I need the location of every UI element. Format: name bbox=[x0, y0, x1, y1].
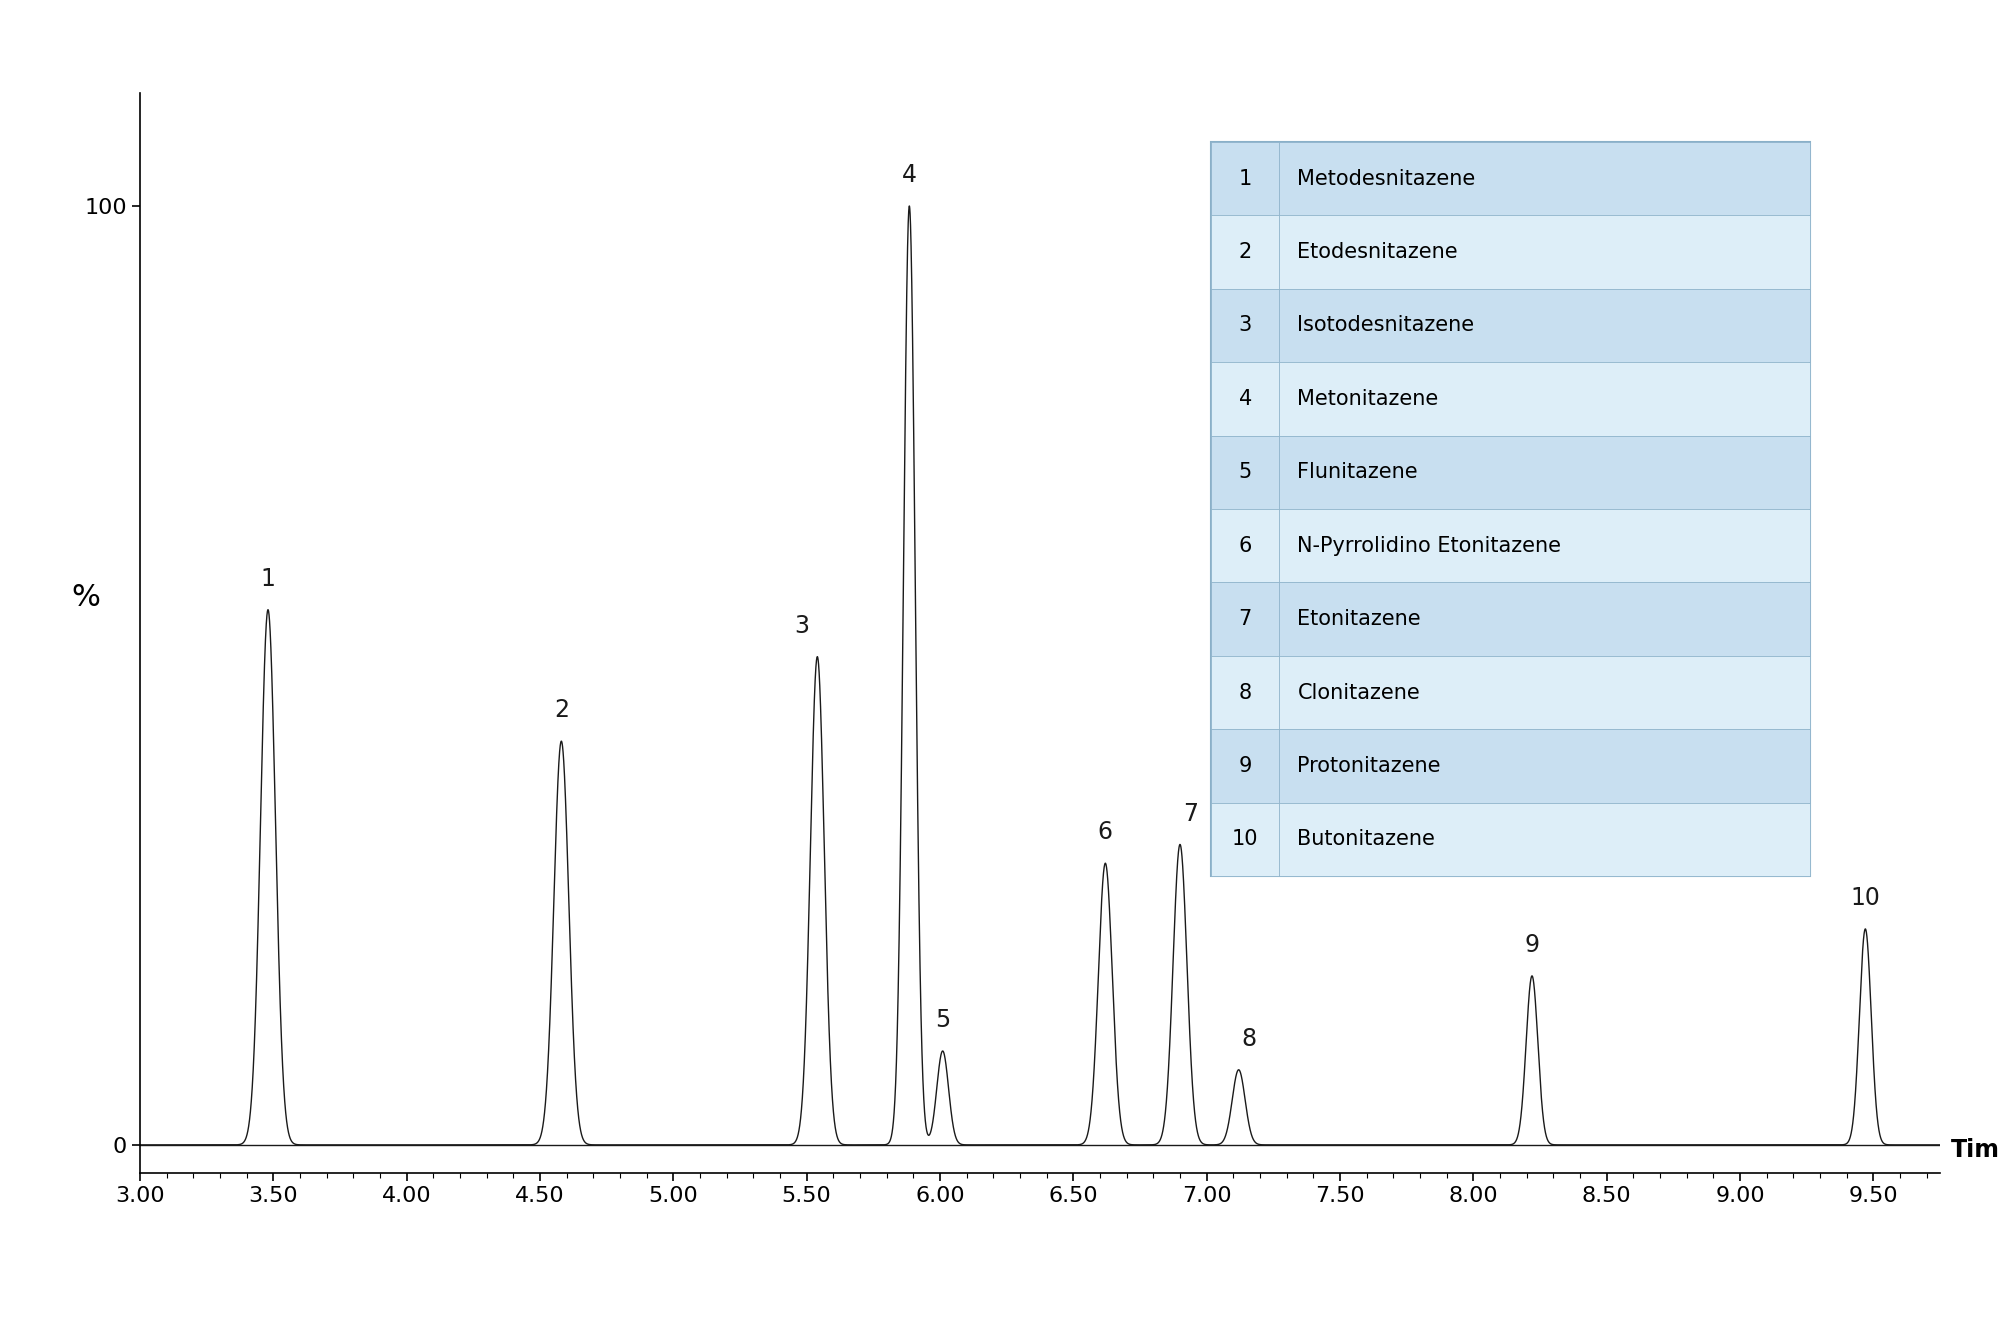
Text: 5: 5 bbox=[936, 1008, 950, 1032]
Text: 2: 2 bbox=[554, 698, 568, 722]
Text: Etonitazene: Etonitazene bbox=[1298, 609, 1422, 629]
Y-axis label: %: % bbox=[72, 583, 100, 612]
FancyBboxPatch shape bbox=[1280, 436, 1810, 509]
Text: 5: 5 bbox=[1238, 463, 1252, 483]
Text: 2: 2 bbox=[1238, 243, 1252, 263]
Text: Protonitazene: Protonitazene bbox=[1298, 756, 1440, 776]
FancyBboxPatch shape bbox=[1280, 363, 1810, 436]
FancyBboxPatch shape bbox=[1212, 656, 1280, 729]
FancyBboxPatch shape bbox=[1212, 363, 1280, 436]
Text: 10: 10 bbox=[1232, 829, 1258, 849]
Text: 9: 9 bbox=[1238, 756, 1252, 776]
FancyBboxPatch shape bbox=[1212, 141, 1280, 216]
FancyBboxPatch shape bbox=[1212, 436, 1280, 509]
Text: 6: 6 bbox=[1238, 536, 1252, 556]
FancyBboxPatch shape bbox=[1280, 141, 1810, 216]
Text: 6: 6 bbox=[1098, 820, 1112, 844]
FancyBboxPatch shape bbox=[1280, 216, 1810, 289]
Text: Clonitazene: Clonitazene bbox=[1298, 682, 1420, 702]
Text: 8: 8 bbox=[1238, 682, 1252, 702]
Text: 3: 3 bbox=[1238, 316, 1252, 336]
FancyBboxPatch shape bbox=[1280, 289, 1810, 363]
Text: 10: 10 bbox=[1850, 886, 1880, 910]
FancyBboxPatch shape bbox=[1212, 802, 1280, 876]
Text: Isotodesnitazene: Isotodesnitazene bbox=[1298, 316, 1474, 336]
FancyBboxPatch shape bbox=[1280, 509, 1810, 583]
FancyBboxPatch shape bbox=[1212, 509, 1280, 583]
Text: Butonitazene: Butonitazene bbox=[1298, 829, 1436, 849]
Text: Etodesnitazene: Etodesnitazene bbox=[1298, 243, 1458, 263]
Text: 3: 3 bbox=[794, 615, 808, 639]
Text: 1: 1 bbox=[260, 567, 276, 591]
FancyBboxPatch shape bbox=[1212, 216, 1280, 289]
Text: 1: 1 bbox=[1238, 168, 1252, 188]
Text: 8: 8 bbox=[1242, 1026, 1256, 1050]
FancyBboxPatch shape bbox=[1212, 729, 1280, 802]
Text: Flunitazene: Flunitazene bbox=[1298, 463, 1418, 483]
FancyBboxPatch shape bbox=[1280, 583, 1810, 656]
Text: 7: 7 bbox=[1184, 801, 1198, 825]
FancyBboxPatch shape bbox=[1280, 729, 1810, 802]
Text: 7: 7 bbox=[1238, 609, 1252, 629]
Text: N-Pyrrolidino Etonitazene: N-Pyrrolidino Etonitazene bbox=[1298, 536, 1562, 556]
FancyBboxPatch shape bbox=[1212, 289, 1280, 363]
FancyBboxPatch shape bbox=[1280, 656, 1810, 729]
Text: 9: 9 bbox=[1524, 933, 1540, 957]
FancyBboxPatch shape bbox=[1212, 583, 1280, 656]
Text: Metonitazene: Metonitazene bbox=[1298, 389, 1438, 409]
Text: 4: 4 bbox=[902, 163, 916, 187]
FancyBboxPatch shape bbox=[1280, 802, 1810, 876]
Text: 4: 4 bbox=[1238, 389, 1252, 409]
Text: Metodesnitazene: Metodesnitazene bbox=[1298, 168, 1476, 188]
Text: Time: Time bbox=[1950, 1138, 2000, 1162]
